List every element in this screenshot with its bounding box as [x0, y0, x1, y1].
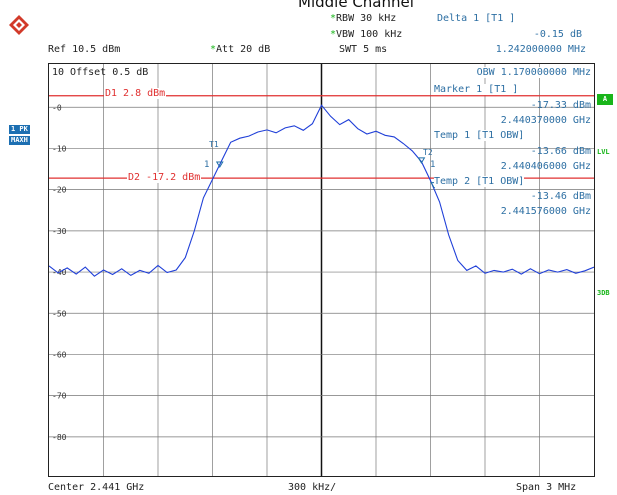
- temp2-level: -13.46 dBm: [530, 191, 591, 202]
- 3db-label: 3DB: [597, 289, 610, 297]
- marker-triangle: [417, 157, 426, 164]
- trace-maxh-badge: MAXH: [9, 136, 30, 145]
- rbw-asterisk: *: [330, 13, 337, 24]
- y-tick-label: -10: [52, 144, 67, 153]
- rbw-setting: *RBW 30 kHz: [330, 13, 397, 24]
- marker-triangle: [215, 161, 224, 168]
- ref-level: Ref 10.5 dBm: [48, 44, 121, 55]
- marker-1-left-label: 1: [204, 160, 210, 170]
- vbw-asterisk: *: [330, 29, 337, 40]
- temp1-level: -13.66 dBm: [530, 146, 591, 157]
- marker-t2-label: T2: [423, 148, 433, 157]
- delta-label: Delta 1 [T1 ]: [437, 13, 516, 24]
- y-tick-label: -30: [52, 227, 67, 236]
- marker-label: Marker 1 [T1 ]: [434, 84, 519, 95]
- d1-line-label: D1 2.8 dBm: [104, 88, 167, 99]
- offset-label: 10 Offset 0.5 dB: [52, 67, 149, 78]
- y-tick-label: -60: [52, 350, 67, 359]
- delta-value: -0.15 dB: [533, 29, 582, 40]
- temp1-label: Temp 1 [T1 OBW]: [434, 130, 525, 141]
- temp2-label: Temp 2 [T1 OBW]: [434, 176, 525, 187]
- swt-setting: SWT 5 ms: [339, 44, 388, 55]
- vbw-setting: *VBW 100 kHz: [330, 29, 403, 40]
- y-tick-label: -50: [52, 309, 67, 318]
- d2-line-label: D2 -17.2 dBm: [127, 172, 202, 183]
- attenuation: *Att 20 dB: [210, 44, 271, 55]
- a-badge: A: [597, 94, 613, 105]
- page-title: Middle Channel: [298, 0, 414, 11]
- temp2-freq: 2.441576000 GHz: [500, 206, 591, 217]
- marker-t1-label: T1: [209, 140, 219, 149]
- y-tick-label: -20: [52, 186, 67, 195]
- spectrum-plot: -0 -10 -20 -30 -40 -50 -60 -70 -80 10 Offset 0.5…: [48, 63, 595, 477]
- delta-freq: 1.242000000 MHz: [495, 44, 586, 55]
- spectrum-trace: [49, 104, 594, 277]
- marker-freq: 2.440370000 GHz: [500, 115, 591, 126]
- marker-1-right-label: 1: [430, 160, 436, 170]
- frequency-division: 300 kHz/: [288, 482, 337, 493]
- att-asterisk: *: [210, 44, 217, 55]
- lvl-label: LVL: [597, 148, 610, 156]
- temp1-freq: 2.440406000 GHz: [500, 161, 591, 172]
- y-tick-label: -0: [52, 103, 62, 112]
- span: Span 3 MHz: [516, 482, 577, 493]
- center-frequency: Center 2.441 GHz: [48, 482, 145, 493]
- obw-readout: OBW 1.170000000 MHz: [476, 67, 591, 78]
- y-tick-label: -80: [52, 433, 67, 442]
- trace-pk-badge: 1 PK: [9, 125, 30, 134]
- y-tick-label: -70: [52, 392, 67, 401]
- rohde-schwarz-logo: [9, 15, 29, 35]
- marker-level: -17.33 dBm: [530, 100, 591, 111]
